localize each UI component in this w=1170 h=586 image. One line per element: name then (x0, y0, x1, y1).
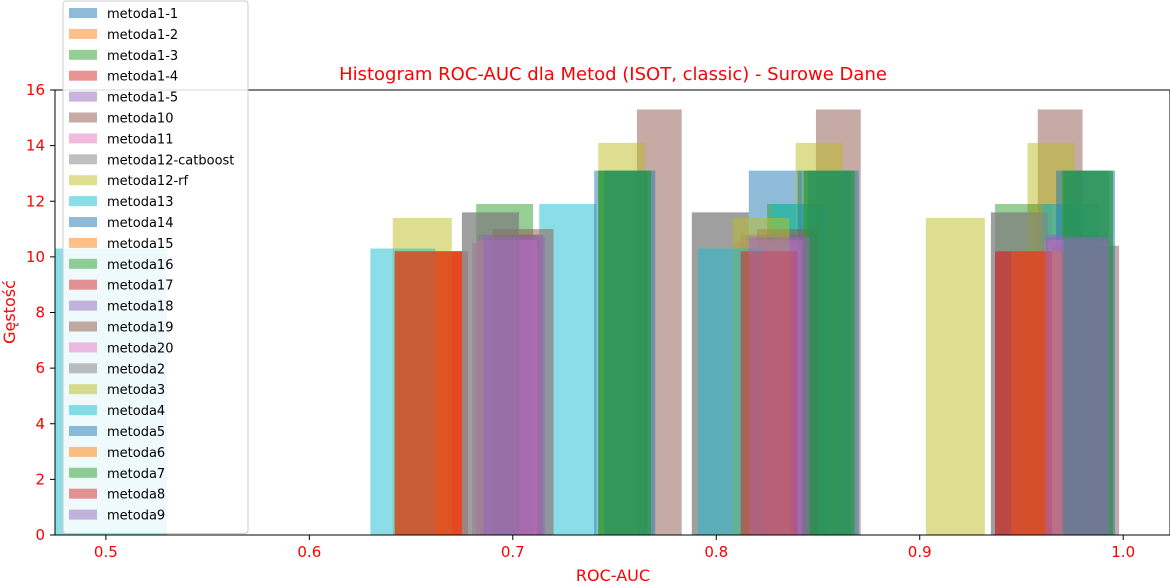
legend-swatch (69, 196, 97, 207)
legend-entry-label: metoda4 (107, 404, 165, 419)
legend-swatch (69, 446, 97, 457)
legend-swatch (69, 237, 97, 248)
legend-swatch (69, 133, 97, 144)
y-axis-label: Gęstość (0, 280, 19, 344)
legend-swatch (69, 426, 97, 436)
legend-box (62, 0, 249, 534)
legend-entry-label: metoda10 (107, 112, 173, 127)
legend-swatch (69, 509, 97, 520)
y-tick-label: 6 (35, 359, 45, 377)
legend-entry-label: metoda11 (107, 132, 173, 147)
legend-swatch (69, 28, 97, 39)
y-tick-label: 0 (35, 526, 45, 544)
histogram-bar-metoda9-1 (748, 237, 810, 535)
x-tick-label: 0.6 (297, 543, 321, 561)
legend-entry-label: metoda13 (107, 195, 173, 210)
histogram-bar-metoda9-0 (484, 237, 546, 535)
legend-entry-label: metoda2 (107, 362, 165, 377)
legend-entry-label: metoda3 (107, 383, 165, 398)
legend: metoda1-1 metoda1-2 metoda1-3 metoda1-4 meto… (62, 0, 249, 534)
legend-swatch (69, 8, 97, 18)
histogram-bar-metoda7-0 (598, 170, 652, 535)
legend-swatch (69, 217, 97, 227)
legend-entry-label: metoda17 (107, 279, 173, 294)
legend-entry-label: metoda8 (107, 488, 165, 503)
legend-entry-label: metoda5 (107, 425, 165, 440)
legend-swatch (69, 154, 97, 165)
legend-entry-label: metoda14 (107, 216, 173, 231)
legend-entry-label: metoda6 (107, 446, 165, 461)
legend-entry-label: metoda7 (107, 467, 165, 482)
legend-swatch (69, 279, 97, 290)
x-tick-label: 0.5 (94, 543, 118, 561)
legend-swatch (69, 70, 97, 81)
x-tick-label: 0.8 (704, 543, 728, 561)
legend-entry-label: metoda18 (107, 300, 173, 315)
legend-entry-label: metoda1-3 (107, 49, 178, 64)
legend-swatch (69, 91, 97, 102)
legend-entry-label: metoda1-2 (107, 28, 178, 43)
legend-swatch (69, 300, 97, 311)
histogram-bar-metoda7-1 (803, 170, 855, 535)
y-tick-label: 2 (35, 470, 45, 488)
histogram-bar-metoda8-0 (394, 251, 462, 535)
legend-entry-label: metoda1-1 (107, 7, 178, 22)
legend-swatch (69, 175, 97, 186)
histogram-bar-metoda8-2 (995, 251, 1052, 535)
bars-layer (55, 109, 1120, 535)
legend-entry-label: metoda15 (107, 237, 173, 252)
legend-swatch (69, 321, 97, 332)
legend-entry-label: metoda1-4 (107, 70, 178, 85)
legend-entry-label: metoda12-catboost (107, 153, 234, 168)
y-tick-label: 12 (26, 192, 45, 210)
histogram-bar-metoda9-2 (1045, 237, 1109, 535)
y-tick-label: 10 (26, 248, 45, 266)
legend-swatch (69, 488, 97, 499)
legend-swatch (69, 112, 97, 123)
y-tick-label: 8 (35, 304, 45, 322)
y-tick-label: 16 (26, 81, 45, 99)
legend-swatch (69, 405, 97, 416)
x-axis-label: ROC-AUC (576, 566, 650, 585)
legend-swatch (69, 49, 97, 60)
legend-swatch (69, 467, 97, 478)
histogram-bar-metoda3-2 (925, 217, 985, 535)
legend-entry-label: metoda16 (107, 258, 173, 273)
legend-swatch (69, 384, 97, 395)
legend-entry-label: metoda12-rf (107, 174, 189, 189)
legend-entry-label: metoda19 (107, 321, 173, 336)
y-tick-label: 4 (35, 415, 45, 433)
ticks-layer: 0.5 0.6 0.7 0.8 0.9 1.0 0 2 4 6 8 10 12 14 16 (26, 81, 1135, 561)
x-tick-label: 0.7 (501, 543, 525, 561)
x-tick-label: 1.0 (1111, 543, 1135, 561)
chart-title: Histogram ROC-AUC dla Metod (ISOT, class… (339, 64, 887, 85)
legend-swatch (69, 363, 97, 374)
legend-entry-label: metoda9 (107, 509, 165, 524)
legend-swatch (69, 342, 97, 353)
y-tick-label: 14 (26, 137, 45, 155)
legend-entry-label: metoda20 (107, 341, 173, 356)
legend-swatch (69, 258, 97, 269)
legend-entry-label: metoda1-5 (107, 91, 178, 106)
x-tick-label: 0.9 (908, 543, 932, 561)
